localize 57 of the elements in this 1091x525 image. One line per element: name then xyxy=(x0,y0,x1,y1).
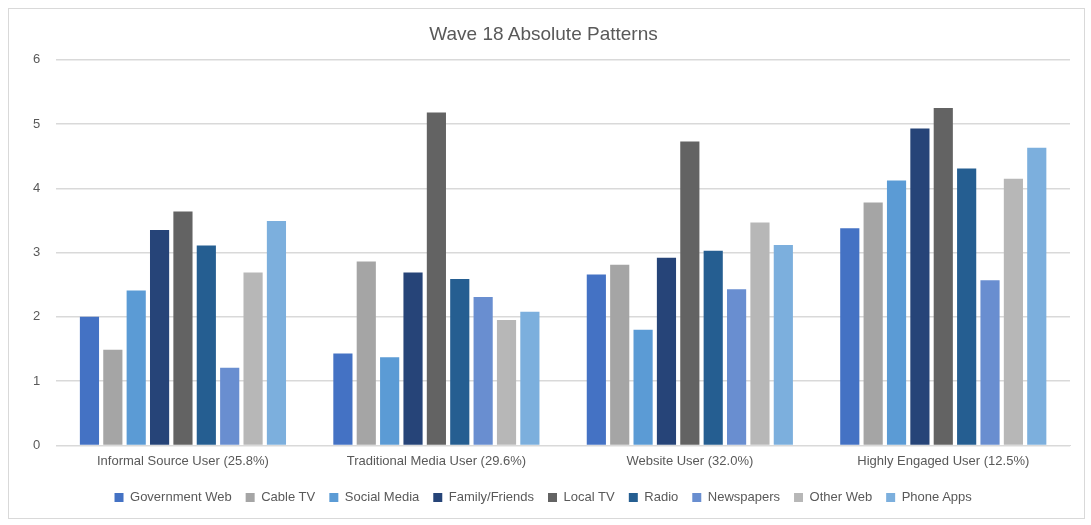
bar xyxy=(957,168,977,445)
bar xyxy=(496,320,517,445)
bar xyxy=(473,296,493,445)
bar xyxy=(426,112,446,445)
y-tick-label: 2 xyxy=(33,308,41,324)
bar xyxy=(266,221,287,445)
bar xyxy=(586,274,606,445)
y-tick-label: 4 xyxy=(33,179,41,195)
y-tick-label: 1 xyxy=(33,372,41,388)
bar xyxy=(980,280,1000,445)
bar xyxy=(1003,178,1023,445)
bar xyxy=(79,316,100,445)
bar xyxy=(750,222,770,445)
bar xyxy=(126,290,146,445)
y-tick-label: 0 xyxy=(33,436,41,452)
legend-label: Phone Apps xyxy=(901,489,973,505)
x-tick-label: Website User (32.0%) xyxy=(626,452,754,468)
bar xyxy=(196,245,216,445)
y-tick-label: 3 xyxy=(33,244,41,260)
bar xyxy=(220,367,240,445)
bar xyxy=(727,289,747,445)
bar xyxy=(450,278,470,445)
bar xyxy=(380,357,400,445)
bar xyxy=(333,353,353,445)
bar xyxy=(356,261,376,445)
bar xyxy=(103,349,123,445)
legend-label: Newspapers xyxy=(707,489,781,505)
bar xyxy=(773,244,793,445)
legend-label: Social Media xyxy=(344,489,421,505)
bar xyxy=(403,272,423,445)
legend-label: Radio xyxy=(644,489,679,505)
bar xyxy=(910,128,930,445)
chart-title: Wave 18 Absolute Patterns xyxy=(429,22,658,44)
bar xyxy=(933,108,953,445)
bar xyxy=(520,311,540,445)
x-tick-label: Informal Source User (25.8%) xyxy=(96,452,269,468)
bar xyxy=(886,180,907,445)
bar xyxy=(610,264,630,445)
bar xyxy=(703,250,723,445)
legend-label: Other Web xyxy=(809,489,873,505)
legend-label: Local TV xyxy=(563,489,615,505)
bar xyxy=(173,211,193,445)
bar xyxy=(1027,147,1047,445)
bar xyxy=(150,230,170,445)
y-tick-label: 6 xyxy=(33,51,41,67)
y-tick-label: 5 xyxy=(33,115,41,131)
bar xyxy=(656,257,677,445)
bar xyxy=(633,329,653,445)
bar xyxy=(680,141,700,445)
legend-label: Cable TV xyxy=(261,489,316,505)
bar xyxy=(840,228,860,445)
bar xyxy=(863,202,883,445)
x-tick-label: Highly Engaged User (12.5%) xyxy=(857,452,1030,468)
bar xyxy=(243,272,263,445)
x-tick-label: Traditional Media User (29.6%) xyxy=(346,452,527,468)
legend-label: Family/Friends xyxy=(448,489,535,505)
legend-label: Government Web xyxy=(130,489,232,505)
